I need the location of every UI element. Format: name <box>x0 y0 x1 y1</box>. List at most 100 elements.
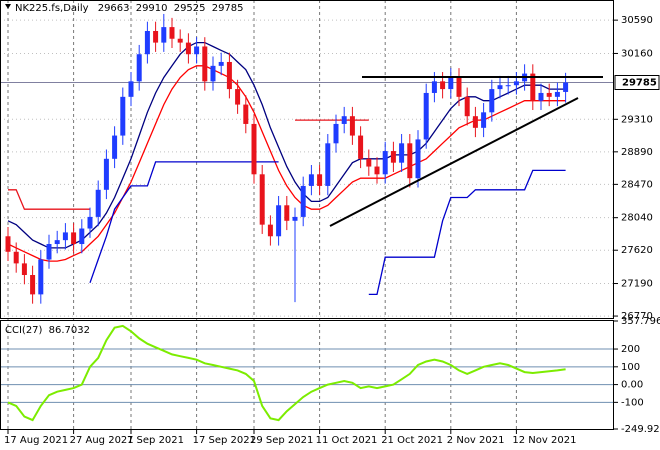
price-panel-frame <box>0 0 614 319</box>
candle-body <box>505 85 511 87</box>
y-tick-label: 0.00 <box>621 380 643 391</box>
candle-body <box>317 174 323 186</box>
x-tick-label: 12 Nov 2021 <box>512 435 576 446</box>
indicator-line <box>89 161 566 296</box>
y-tick-label: 100 <box>621 362 640 373</box>
candle-body <box>464 96 470 117</box>
candle-body <box>456 77 462 97</box>
candle-body <box>374 166 380 175</box>
candle-body <box>218 61 224 66</box>
candle-body <box>103 158 109 190</box>
y-tick-label: -249.929 <box>621 424 660 435</box>
candle-body <box>13 251 19 264</box>
candle-body <box>546 92 552 97</box>
candle-body <box>333 123 339 144</box>
y-tick-label: 28040 <box>621 213 653 224</box>
candle-body <box>448 77 454 90</box>
candle-body <box>530 73 536 101</box>
candle-body <box>423 92 429 140</box>
marks-layer <box>5 13 569 422</box>
cci-title: CCI(27) <box>5 325 43 336</box>
candle-body <box>267 224 273 237</box>
last-high: 29910 <box>136 3 168 14</box>
candle-body <box>489 89 495 113</box>
candle-body <box>554 91 560 97</box>
candle-body <box>251 123 257 175</box>
cci-last: 86.7032 <box>49 325 90 336</box>
candle-body <box>325 143 331 186</box>
candle-body <box>71 232 77 245</box>
y-tick-label: 26770 <box>621 311 653 322</box>
candle-body <box>513 81 519 86</box>
last-price-label: 29785 <box>622 78 657 89</box>
candle-body <box>185 42 191 55</box>
candle-body <box>21 263 27 276</box>
x-tick-label: 27 Aug 2021 <box>70 435 134 446</box>
cci-header: CCI(27) 86.7032 <box>5 325 90 336</box>
x-tick-label: 11 Oct 2021 <box>316 435 378 446</box>
candle-body <box>194 46 200 55</box>
candle-body <box>341 116 347 124</box>
candle-body <box>169 27 175 39</box>
candle-body <box>481 112 487 128</box>
candle-body <box>300 185 306 217</box>
candle-body <box>399 143 405 163</box>
last-open: 29663 <box>98 3 130 14</box>
candle-body <box>276 205 282 237</box>
candle-body <box>30 275 36 295</box>
chart-header: NK225.fs,Daily 29663 29910 29525 29785 <box>15 3 244 14</box>
x-tick-label: 21 Oct 2021 <box>381 435 443 446</box>
indicator-line <box>7 41 566 249</box>
candle-body <box>95 189 101 217</box>
candle-body <box>292 216 298 221</box>
candle-body <box>54 240 60 245</box>
x-tick-label: 7 Sep 2021 <box>127 435 184 446</box>
candle-body <box>5 236 11 252</box>
candle-body <box>144 30 150 55</box>
x-tick-label: 17 Sep 2021 <box>193 435 256 446</box>
candle-body <box>407 143 413 179</box>
y-tick-label: 30590 <box>621 15 653 26</box>
indicator-line <box>8 119 369 210</box>
candle-body <box>136 54 142 82</box>
last-price-box <box>614 75 660 91</box>
candle-body <box>202 46 208 82</box>
indicator-line <box>7 65 566 262</box>
candle-body <box>358 135 364 159</box>
candle-body <box>120 96 126 136</box>
candle-body <box>349 116 355 136</box>
candle-body <box>497 85 503 90</box>
y-tick-label: 29310 <box>621 114 653 125</box>
candle-body <box>538 92 544 101</box>
y-tick-label: 27190 <box>621 279 653 290</box>
cci-panel-frame <box>0 320 614 430</box>
y-tick-label: 30160 <box>621 48 653 59</box>
candle-body <box>79 228 85 245</box>
candle-body <box>284 205 290 221</box>
x-tick-label: 17 Aug 2021 <box>4 435 68 446</box>
candle-body <box>390 151 396 163</box>
candle-body <box>112 135 118 159</box>
last-close: 29785 <box>212 3 244 14</box>
candle-body <box>38 259 44 295</box>
y-tick-label: 357.796 <box>621 316 660 327</box>
candle-body <box>366 158 372 167</box>
candle-body <box>431 81 437 93</box>
y-tick-label: -100 <box>621 397 644 408</box>
candle-body <box>226 61 232 90</box>
y-tick-label: 200 <box>621 344 640 355</box>
candle-body <box>440 81 446 90</box>
candle-body <box>563 82 569 92</box>
y-tick-label: 28470 <box>621 179 653 190</box>
candle-body <box>308 174 314 186</box>
candle-body <box>382 151 388 175</box>
candle-body <box>46 244 52 260</box>
x-tick-label: 2 Nov 2021 <box>447 435 505 446</box>
candle-body <box>210 65 216 82</box>
x-tick-label: 29 Sep 2021 <box>250 435 313 446</box>
trend-line <box>329 97 579 227</box>
symbol-marker <box>5 4 11 9</box>
candle-body <box>161 27 167 43</box>
candle-body <box>177 38 183 43</box>
